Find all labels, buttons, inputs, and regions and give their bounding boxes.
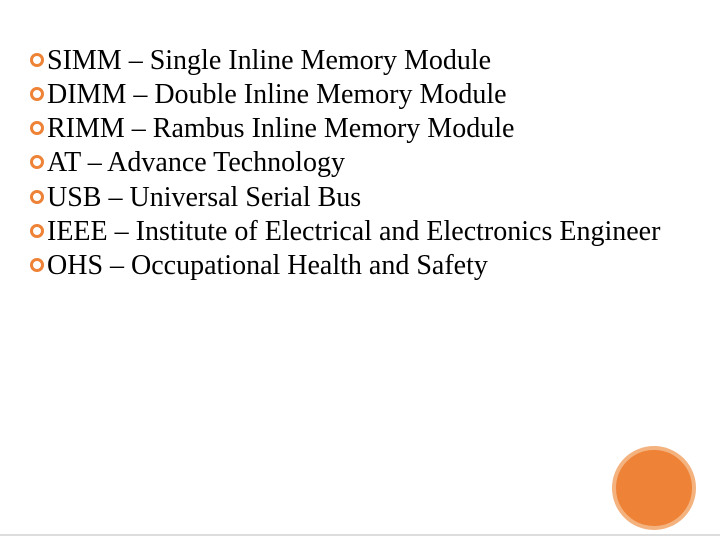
- list-item: OHS – Occupational Health and Safety: [30, 249, 694, 283]
- bullet-icon: [30, 258, 44, 272]
- corner-circle-icon: [612, 446, 696, 530]
- list-item-text: USB – Universal Serial Bus: [47, 181, 694, 215]
- list-item: AT – Advance Technology: [30, 146, 694, 180]
- list-item-text: OHS – Occupational Health and Safety: [47, 249, 694, 283]
- footer-divider: [0, 534, 720, 536]
- bullet-icon: [30, 87, 44, 101]
- list-item-text: RIMM – Rambus Inline Memory Module: [47, 112, 694, 146]
- bullet-icon: [30, 121, 44, 135]
- list-item-text: AT – Advance Technology: [47, 146, 694, 180]
- bullet-list: SIMM – Single Inline Memory Module DIMM …: [30, 44, 694, 283]
- list-item-text: SIMM – Single Inline Memory Module: [47, 44, 694, 78]
- list-item: DIMM – Double Inline Memory Module: [30, 78, 694, 112]
- bullet-icon: [30, 224, 44, 238]
- bullet-icon: [30, 155, 44, 169]
- list-item: RIMM – Rambus Inline Memory Module: [30, 112, 694, 146]
- bullet-icon: [30, 190, 44, 204]
- list-item-text: IEEE – Institute of Electrical and Elect…: [47, 215, 694, 249]
- bullet-icon: [30, 53, 44, 67]
- list-item: IEEE – Institute of Electrical and Elect…: [30, 215, 694, 249]
- list-item: USB – Universal Serial Bus: [30, 181, 694, 215]
- list-item: SIMM – Single Inline Memory Module: [30, 44, 694, 78]
- slide: SIMM – Single Inline Memory Module DIMM …: [0, 0, 720, 540]
- list-item-text: DIMM – Double Inline Memory Module: [47, 78, 694, 112]
